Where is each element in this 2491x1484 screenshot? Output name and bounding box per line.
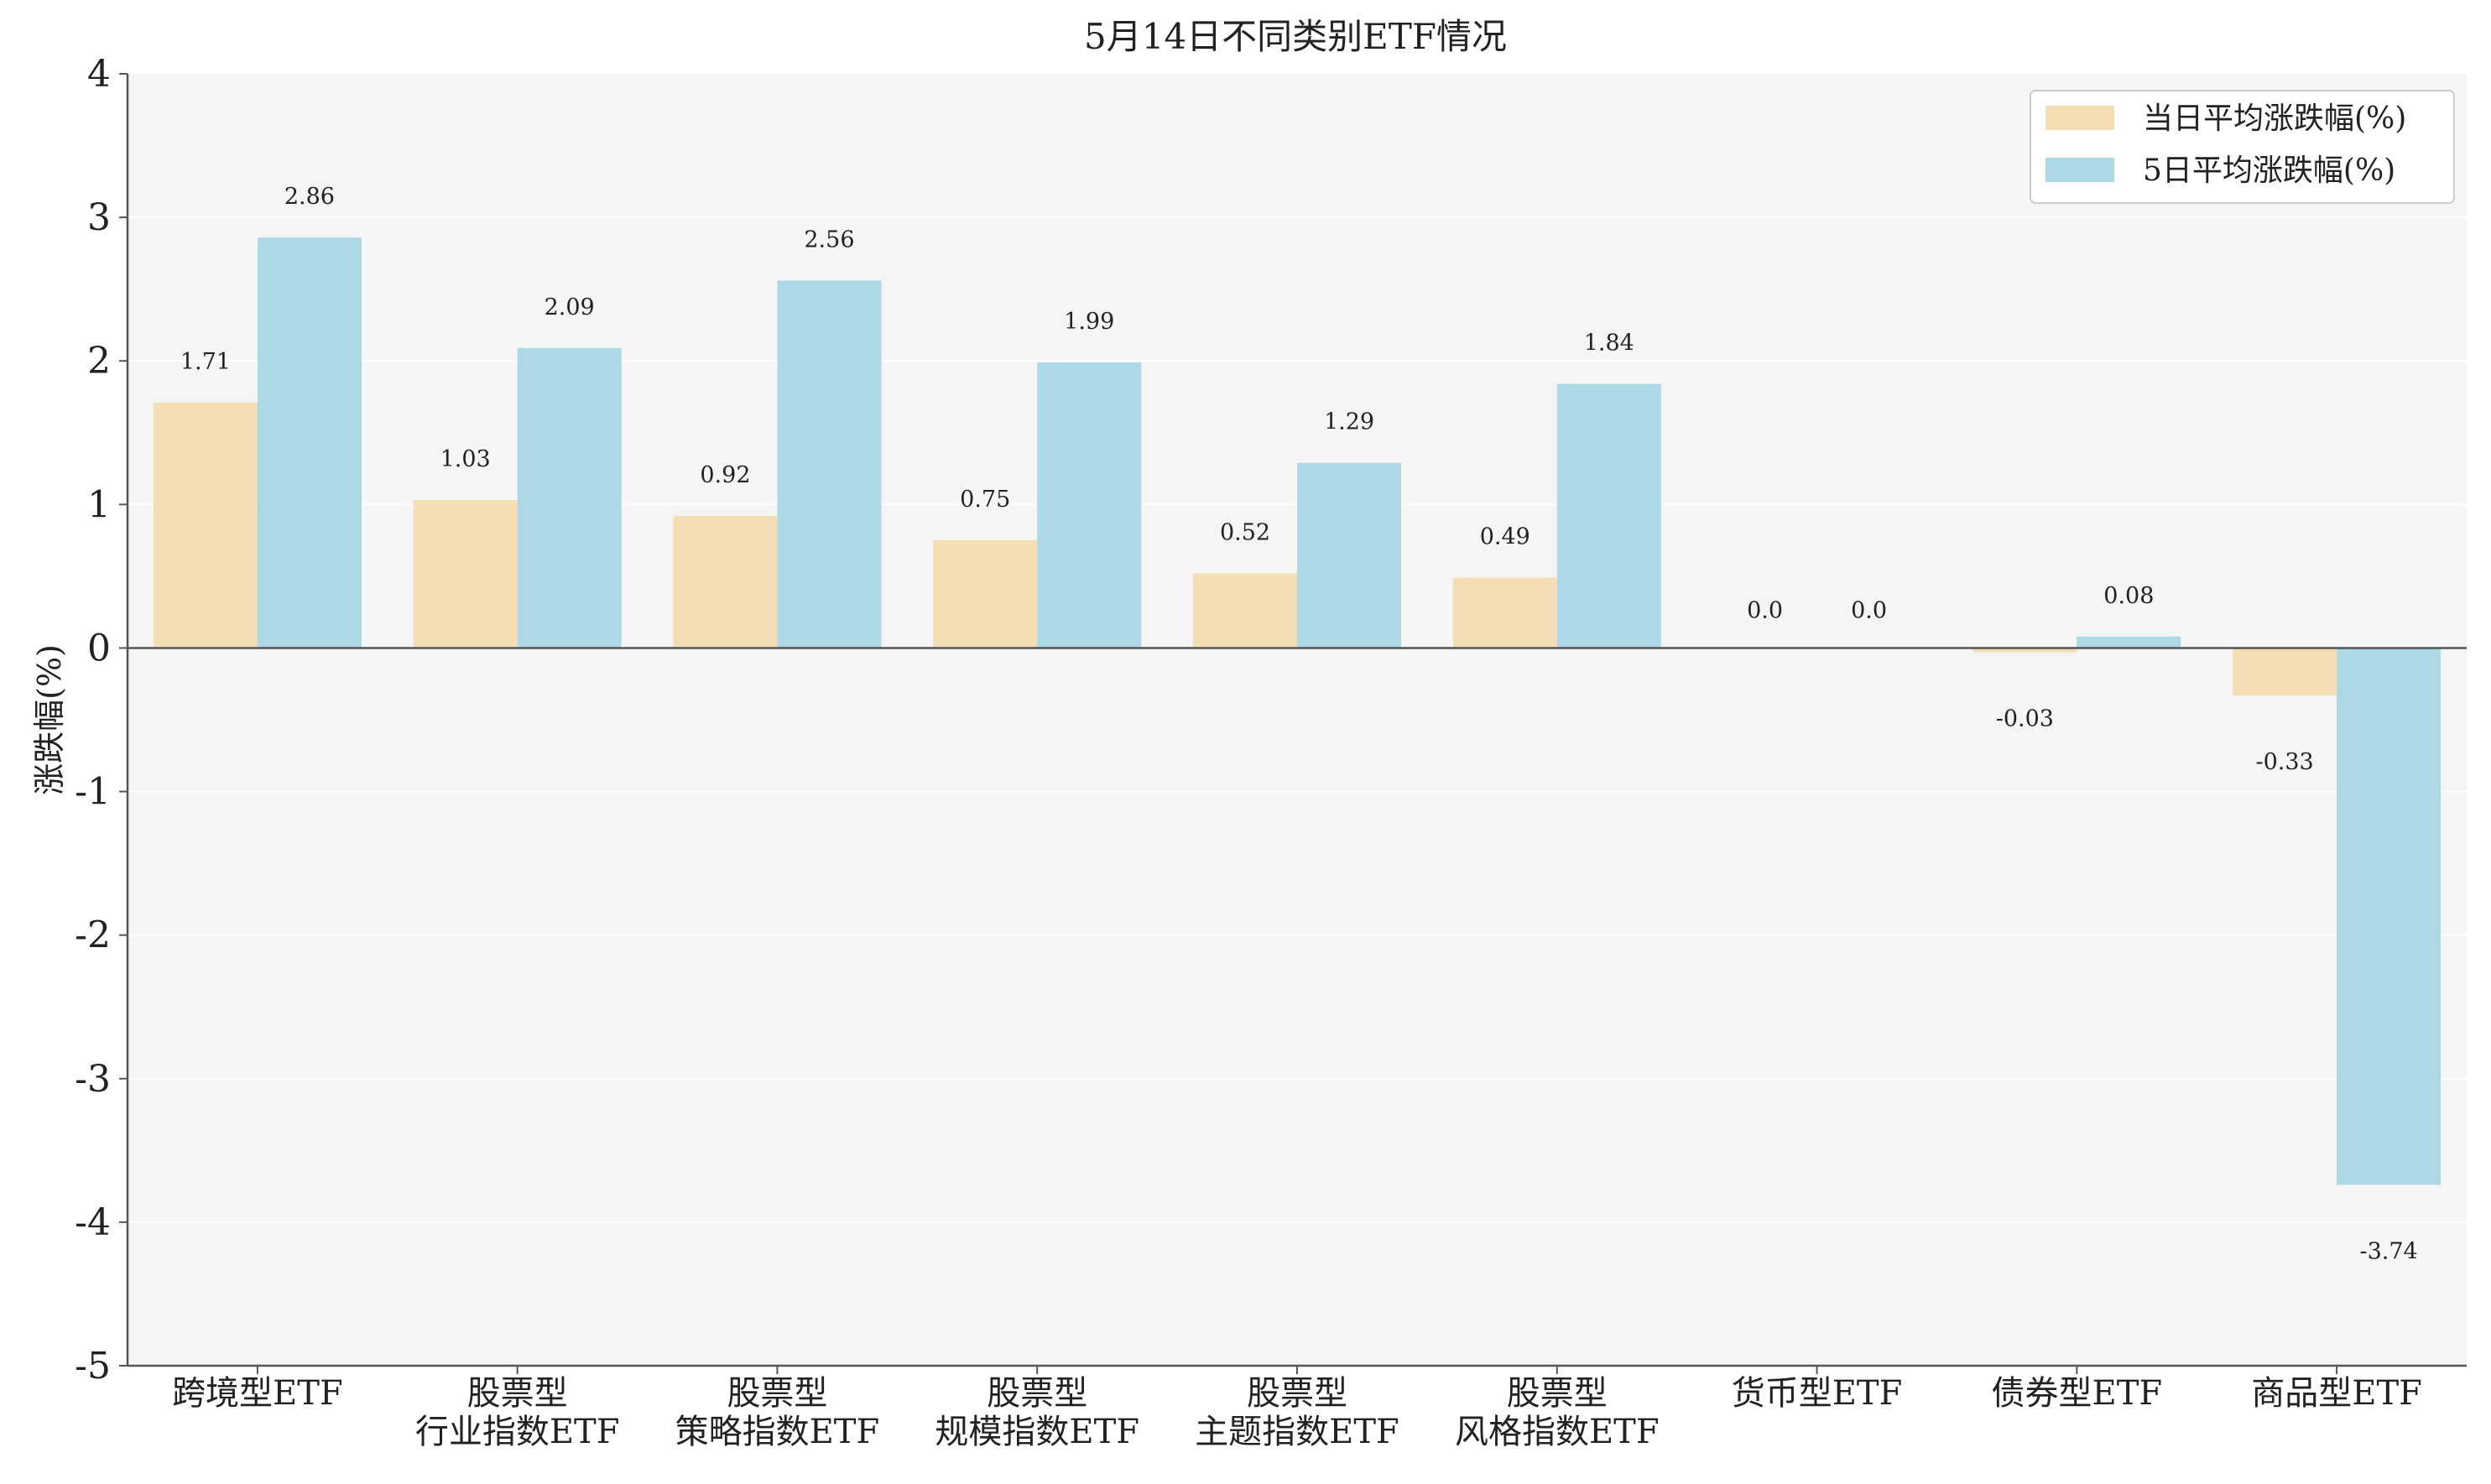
bar-5day [1037, 362, 1142, 648]
data-label: -0.03 [1996, 706, 2054, 732]
x-tick-label-line: 货币型ETF [1732, 1374, 1903, 1413]
bar-daily [413, 500, 518, 648]
x-tick-label: 股票型风格指数ETF [1455, 1374, 1660, 1451]
bar-5day [1556, 383, 1661, 648]
legend: 当日平均涨跌幅(%) 5日平均涨跌幅(%) [2030, 90, 2455, 204]
data-label: 0.08 [2103, 583, 2154, 609]
y-tick-label: -4 [75, 1201, 111, 1244]
data-label: 1.84 [1584, 331, 1634, 357]
data-label: 2.56 [804, 227, 854, 253]
bar-daily [1193, 573, 1297, 648]
x-tick-label-line: 风格指数ETF [1455, 1413, 1660, 1451]
legend-box [2030, 90, 2455, 204]
data-label: 1.03 [440, 446, 491, 472]
bar-5day [1297, 462, 1401, 648]
legend-label-5day: 5日平均涨跌幅(%) [2143, 154, 2395, 188]
bar-daily [933, 540, 1038, 648]
x-tick-label: 商品型ETF [2251, 1374, 2422, 1413]
data-label: 1.99 [1064, 309, 1114, 335]
x-tick-label-line: 规模指数ETF [935, 1413, 1139, 1451]
data-label: 0.0 [1747, 597, 1783, 623]
plot-area [128, 74, 2467, 1366]
data-label: 2.09 [545, 294, 595, 320]
bar-5day [2337, 648, 2441, 1185]
data-label: -0.33 [2255, 749, 2313, 775]
y-tick-label: -5 [75, 1345, 111, 1388]
y-tick-label: -3 [75, 1058, 111, 1101]
y-tick-label: 0 [87, 627, 111, 669]
data-label: 0.92 [700, 462, 750, 488]
bar-5day [2077, 636, 2181, 648]
chart-title: 5月14日不同类别ETF情况 [1084, 16, 1507, 57]
legend-label-daily: 当日平均涨跌幅(%) [2143, 102, 2406, 136]
data-label: 0.0 [1851, 597, 1887, 623]
x-tick-label: 股票型策略指数ETF [675, 1374, 880, 1451]
data-label: 2.86 [284, 184, 335, 210]
x-tick-label-line: 股票型 [1247, 1374, 1347, 1413]
bar-daily [1452, 577, 1557, 648]
x-tick-label-line: 股票型 [987, 1374, 1087, 1413]
data-label: 1.29 [1324, 409, 1374, 435]
x-tick-label: 货币型ETF [1732, 1374, 1903, 1413]
bar-daily [153, 402, 258, 648]
x-tick-label-line: 行业指数ETF [415, 1413, 620, 1451]
y-tick-label: 2 [87, 340, 111, 383]
legend-swatch-daily [2045, 106, 2114, 130]
x-tick-label: 跨境型ETF [172, 1374, 343, 1413]
x-tick-label-line: 跨境型ETF [172, 1374, 343, 1413]
bar-5day [257, 237, 362, 648]
bar-daily [1972, 648, 2077, 653]
x-tick-label: 股票型规模指数ETF [935, 1374, 1139, 1451]
plot-background [128, 74, 2467, 1366]
x-tick-label-line: 商品型ETF [2251, 1374, 2422, 1413]
data-label: -3.74 [2359, 1238, 2417, 1264]
data-label: 0.49 [1480, 524, 1530, 550]
bars-group [153, 237, 2441, 1185]
data-labels-group: 1.71 1.03 0.92 0.75 0.52 0.49 0.0 -0.03 -0.33 2.8… [180, 184, 2418, 1264]
x-tick-label: 股票型行业指数ETF [415, 1374, 620, 1451]
x-tick-label-line: 债券型ETF [1992, 1374, 2163, 1413]
x-tick-label-line: 策略指数ETF [675, 1413, 880, 1451]
y-tick-label: 4 [87, 53, 111, 96]
x-tick-label-line: 股票型 [1507, 1374, 1608, 1413]
bar-daily [673, 516, 778, 648]
y-tick-label: -1 [75, 771, 111, 814]
y-tick-label: -2 [75, 914, 111, 957]
y-tick-label: 1 [87, 483, 111, 526]
data-label: 0.52 [1220, 519, 1270, 545]
bar-5day [517, 347, 622, 648]
x-tick-label-line: 股票型 [467, 1374, 568, 1413]
bar-5day [777, 280, 882, 648]
x-tick-label-line: 股票型 [727, 1374, 827, 1413]
y-axis-label: 涨跌幅(%) [31, 644, 68, 795]
data-label: 1.71 [180, 349, 231, 375]
y-tick-label: 3 [87, 196, 111, 239]
x-tick-label: 债券型ETF [1992, 1374, 2163, 1413]
legend-swatch-5day [2045, 158, 2114, 182]
x-tick-label: 股票型主题指数ETF [1195, 1374, 1399, 1451]
data-label: 0.75 [960, 487, 1010, 513]
bar-daily [2233, 648, 2337, 695]
x-tick-label-line: 主题指数ETF [1195, 1413, 1399, 1451]
